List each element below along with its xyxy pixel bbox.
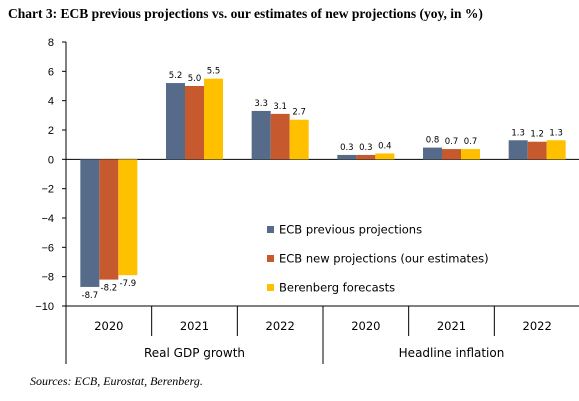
bar xyxy=(375,153,395,160)
y-tick-label: 2 xyxy=(48,125,54,137)
bar xyxy=(356,154,376,160)
category-label: 2022 xyxy=(266,319,295,333)
data-label: -8.2 xyxy=(101,284,118,294)
bar xyxy=(461,149,480,160)
group-label: Headline inflation xyxy=(399,346,505,360)
data-label: 2.7 xyxy=(292,108,306,118)
data-label: 5.2 xyxy=(169,71,183,81)
data-label: 0.3 xyxy=(359,143,373,153)
bar xyxy=(80,159,100,287)
bar xyxy=(251,110,271,160)
data-label: 5.0 xyxy=(188,74,202,84)
y-tick-label: 6 xyxy=(48,66,54,78)
bar xyxy=(270,113,290,160)
y-tick-label: −4 xyxy=(41,213,54,225)
legend-swatch xyxy=(267,226,274,233)
legend-swatch xyxy=(267,284,274,291)
bar xyxy=(166,83,185,160)
y-tick-label: 8 xyxy=(48,37,54,49)
data-label: 3.3 xyxy=(254,99,268,109)
legend-label: ECB new projections (our estimates) xyxy=(279,252,489,266)
data-label: 0.7 xyxy=(464,137,478,147)
group-label: Real GDP growth xyxy=(144,346,245,360)
data-label: -8.7 xyxy=(82,291,99,301)
bar xyxy=(508,140,528,160)
bar xyxy=(185,86,204,160)
bar xyxy=(442,149,461,160)
y-tick-label: −2 xyxy=(41,184,54,196)
category-label: 2020 xyxy=(94,319,123,333)
data-label: 5.5 xyxy=(207,67,221,77)
data-label: 0.8 xyxy=(426,136,440,146)
bar xyxy=(337,154,357,160)
legend-label: Berenberg forecasts xyxy=(279,281,395,295)
y-tick-label: 4 xyxy=(48,96,54,108)
data-label: 0.7 xyxy=(445,137,459,147)
category-label: 2021 xyxy=(437,319,466,333)
bar xyxy=(204,78,223,160)
bar xyxy=(546,140,566,160)
bar xyxy=(118,159,138,276)
bar xyxy=(289,119,309,160)
data-label: -7.9 xyxy=(120,279,137,289)
bar xyxy=(423,147,442,160)
bar xyxy=(99,159,119,280)
category-label: 2020 xyxy=(351,319,380,333)
legend-label: ECB previous projections xyxy=(279,223,422,237)
y-tick-label: −6 xyxy=(41,242,54,254)
data-label: 0.3 xyxy=(340,143,354,153)
legend-swatch xyxy=(267,255,274,262)
data-label: 0.4 xyxy=(378,141,392,151)
y-tick-label: −8 xyxy=(41,272,54,284)
data-label: 3.1 xyxy=(273,102,287,112)
chart-title: Chart 3: ECB previous projections vs. ou… xyxy=(8,6,483,21)
category-label: 2022 xyxy=(523,319,552,333)
data-label: 1.2 xyxy=(530,130,544,140)
bar xyxy=(527,141,547,160)
category-label: 2021 xyxy=(180,319,209,333)
source-note: Sources: ECB, Eurostat, Berenberg. xyxy=(30,374,203,388)
y-tick-label: 0 xyxy=(48,154,54,166)
data-label: 1.3 xyxy=(511,128,525,138)
data-label: 1.3 xyxy=(549,128,563,138)
y-tick-label: −10 xyxy=(35,301,54,313)
